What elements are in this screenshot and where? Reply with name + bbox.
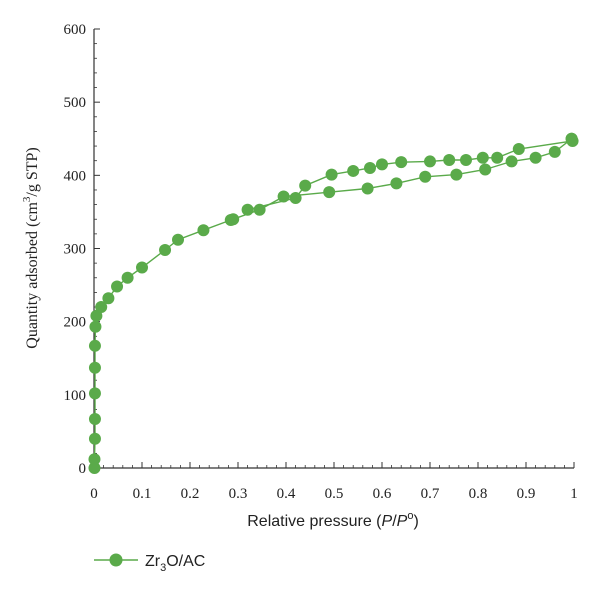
adsorption-point xyxy=(172,233,184,246)
x-tick-label: 0.9 xyxy=(517,486,536,502)
adsorption-point xyxy=(361,182,374,195)
adsorption-point xyxy=(548,145,561,158)
legend-marker xyxy=(109,553,123,567)
y-tick-label: 600 xyxy=(64,22,87,38)
desorption-point xyxy=(241,203,254,216)
x-tick-label: 0.7 xyxy=(421,486,440,502)
desorption-point xyxy=(566,134,579,147)
x-tick-label: 0.6 xyxy=(373,486,392,502)
y-tick-label: 100 xyxy=(64,388,87,404)
series-layer xyxy=(88,132,579,474)
y-tick-label: 200 xyxy=(64,315,87,331)
desorption-line xyxy=(247,138,574,211)
x-tick-label: 0 xyxy=(90,486,98,502)
adsorption-point xyxy=(111,280,124,293)
adsorption-point xyxy=(88,339,101,352)
adsorption-point xyxy=(390,177,403,190)
adsorption-point xyxy=(88,462,101,474)
x-tick-label: 0.4 xyxy=(277,486,296,502)
desorption-point xyxy=(512,142,525,155)
axes: 0 100 200 300 400 500 600 0 0.1 0.2 0.3 0.4 0.5 0.6 0.… xyxy=(64,22,578,502)
x-tick-label: 0.5 xyxy=(325,486,344,502)
adsorption-point xyxy=(88,432,101,445)
y-tick-label: 300 xyxy=(64,242,87,258)
desorption-point xyxy=(476,151,489,164)
adsorption-point xyxy=(505,155,518,168)
legend: Zr3O/AC xyxy=(94,553,205,574)
desorption-point xyxy=(347,164,360,177)
adsorption-point xyxy=(419,170,432,183)
x-tick-label: 0.8 xyxy=(469,486,488,502)
adsorption-point xyxy=(479,163,492,176)
adsorption-point xyxy=(90,309,103,322)
desorption-point xyxy=(424,155,436,168)
adsorption-point xyxy=(88,361,101,374)
adsorption-point xyxy=(450,168,463,181)
adsorption-point xyxy=(529,151,542,164)
adsorption-point xyxy=(323,186,336,199)
x-tick-label: 0.3 xyxy=(229,486,248,502)
adsorption-point xyxy=(253,203,266,216)
adsorption-point xyxy=(121,271,134,284)
adsorption-point xyxy=(88,412,101,425)
x-tick-label: 1 xyxy=(570,486,578,502)
x-tick-label: 0.2 xyxy=(181,486,200,502)
adsorption-point xyxy=(102,292,115,305)
adsorption-point xyxy=(159,243,172,256)
adsorption-point xyxy=(88,453,101,466)
desorption-point xyxy=(443,153,456,166)
adsorption-point xyxy=(88,387,101,400)
x-tick-label: 0.1 xyxy=(133,486,152,502)
adsorption-point xyxy=(227,213,240,226)
adsorption-point xyxy=(136,261,148,274)
desorption-point xyxy=(325,168,338,181)
adsorption-point xyxy=(95,301,108,314)
desorption-point xyxy=(395,156,408,169)
y-axis-title: Quantity adsorbed (cm3/g STP) xyxy=(21,147,41,348)
y-tick-label: 500 xyxy=(64,95,87,111)
y-tick-label: 0 xyxy=(79,461,87,477)
adsorption-point xyxy=(197,224,210,237)
adsorption-point xyxy=(89,320,102,333)
desorption-point xyxy=(376,158,388,171)
y-tick-label: 400 xyxy=(64,168,87,184)
legend-label: Zr3O/AC xyxy=(145,553,205,574)
desorption-point xyxy=(364,162,376,175)
desorption-point xyxy=(299,179,312,192)
adsorption-point xyxy=(277,190,290,203)
desorption-point xyxy=(289,192,302,205)
desorption-point xyxy=(460,153,472,166)
x-axis-title: Relative pressure (P/Po) xyxy=(247,510,419,530)
desorption-point xyxy=(491,151,504,164)
